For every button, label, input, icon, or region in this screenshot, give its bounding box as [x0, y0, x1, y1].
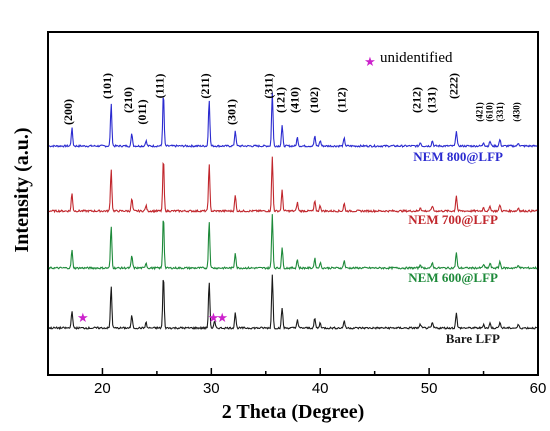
peak-label-11: (112) — [334, 87, 348, 112]
series-line-1 — [48, 156, 538, 214]
x-tick-label-0: 20 — [94, 380, 111, 397]
peak-label-8: (121) — [273, 87, 287, 113]
peak-label-4: (111) — [152, 74, 166, 99]
peak-labels-group: (200) (101) (210) (011)(111) (211) (301) (311)… — [61, 73, 522, 125]
x-axis: 20 30 40 50 60 — [47, 368, 547, 397]
peak-label-15: (421) — [475, 102, 485, 122]
series-label-0: NEM 800@LFP — [413, 149, 503, 164]
series-label-1: NEM 700@LFP — [408, 212, 498, 227]
unidentified-note: unidentified — [380, 50, 453, 66]
peak-label-6: (301) — [224, 99, 238, 125]
series-label-3: Bare LFP — [446, 331, 500, 346]
traces-group: NEM 800@LFP NEM 700@LFP NEM 600@LFP Bare LF… — [48, 92, 538, 346]
peak-label-16: (610) — [484, 102, 494, 122]
peak-label-14: (222) — [446, 73, 460, 99]
peak-label-2: (210) — [121, 87, 135, 113]
x-tick-label-4: 60 — [530, 380, 547, 397]
unidentified-marker-1: ★ — [208, 310, 220, 325]
peak-label-3: (011) — [135, 99, 149, 124]
plot-frame — [47, 31, 539, 376]
peak-label-9: (410) — [287, 87, 301, 113]
x-axis-title: 2 Theta (Degree) — [222, 401, 365, 423]
legend-star-icon: ★ — [364, 54, 376, 69]
peak-label-13: (131) — [425, 87, 439, 113]
peak-label-18: (430) — [512, 102, 522, 122]
unidentified-markers-group: ★ ★★ — [77, 310, 228, 325]
unidentified-marker-2: ★ — [216, 310, 228, 325]
x-tick-label-1: 30 — [203, 380, 220, 397]
series-line-3 — [48, 274, 538, 331]
peak-label-1: (101) — [100, 73, 114, 99]
peak-label-12: (212) — [409, 87, 423, 113]
y-axis-title: Intensity (a.u.) — [11, 127, 33, 252]
peak-label-10: (102) — [307, 87, 321, 113]
series-label-2: NEM 600@LFP — [408, 270, 498, 285]
x-tick-label-2: 40 — [312, 380, 329, 397]
peak-label-17: (331) — [495, 102, 505, 122]
series-line-2 — [48, 214, 538, 271]
peak-label-0: (200) — [61, 99, 75, 125]
peak-label-5: (211) — [198, 73, 212, 98]
unidentified-marker-0: ★ — [77, 310, 89, 325]
series-line-0 — [48, 92, 538, 149]
peak-label-7: (311) — [261, 73, 275, 98]
x-tick-label-3: 50 — [421, 380, 438, 397]
